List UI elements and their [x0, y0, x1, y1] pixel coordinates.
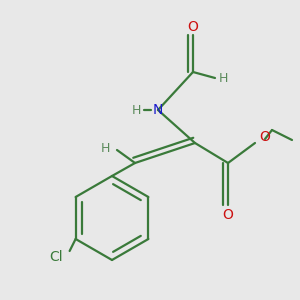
Text: N: N	[153, 103, 163, 117]
Text: H: H	[131, 103, 141, 116]
Text: H: H	[218, 71, 228, 85]
Text: H: H	[100, 142, 110, 154]
Text: Cl: Cl	[49, 250, 62, 264]
Text: O: O	[259, 130, 270, 144]
Text: O: O	[223, 208, 233, 222]
Text: O: O	[188, 20, 198, 34]
